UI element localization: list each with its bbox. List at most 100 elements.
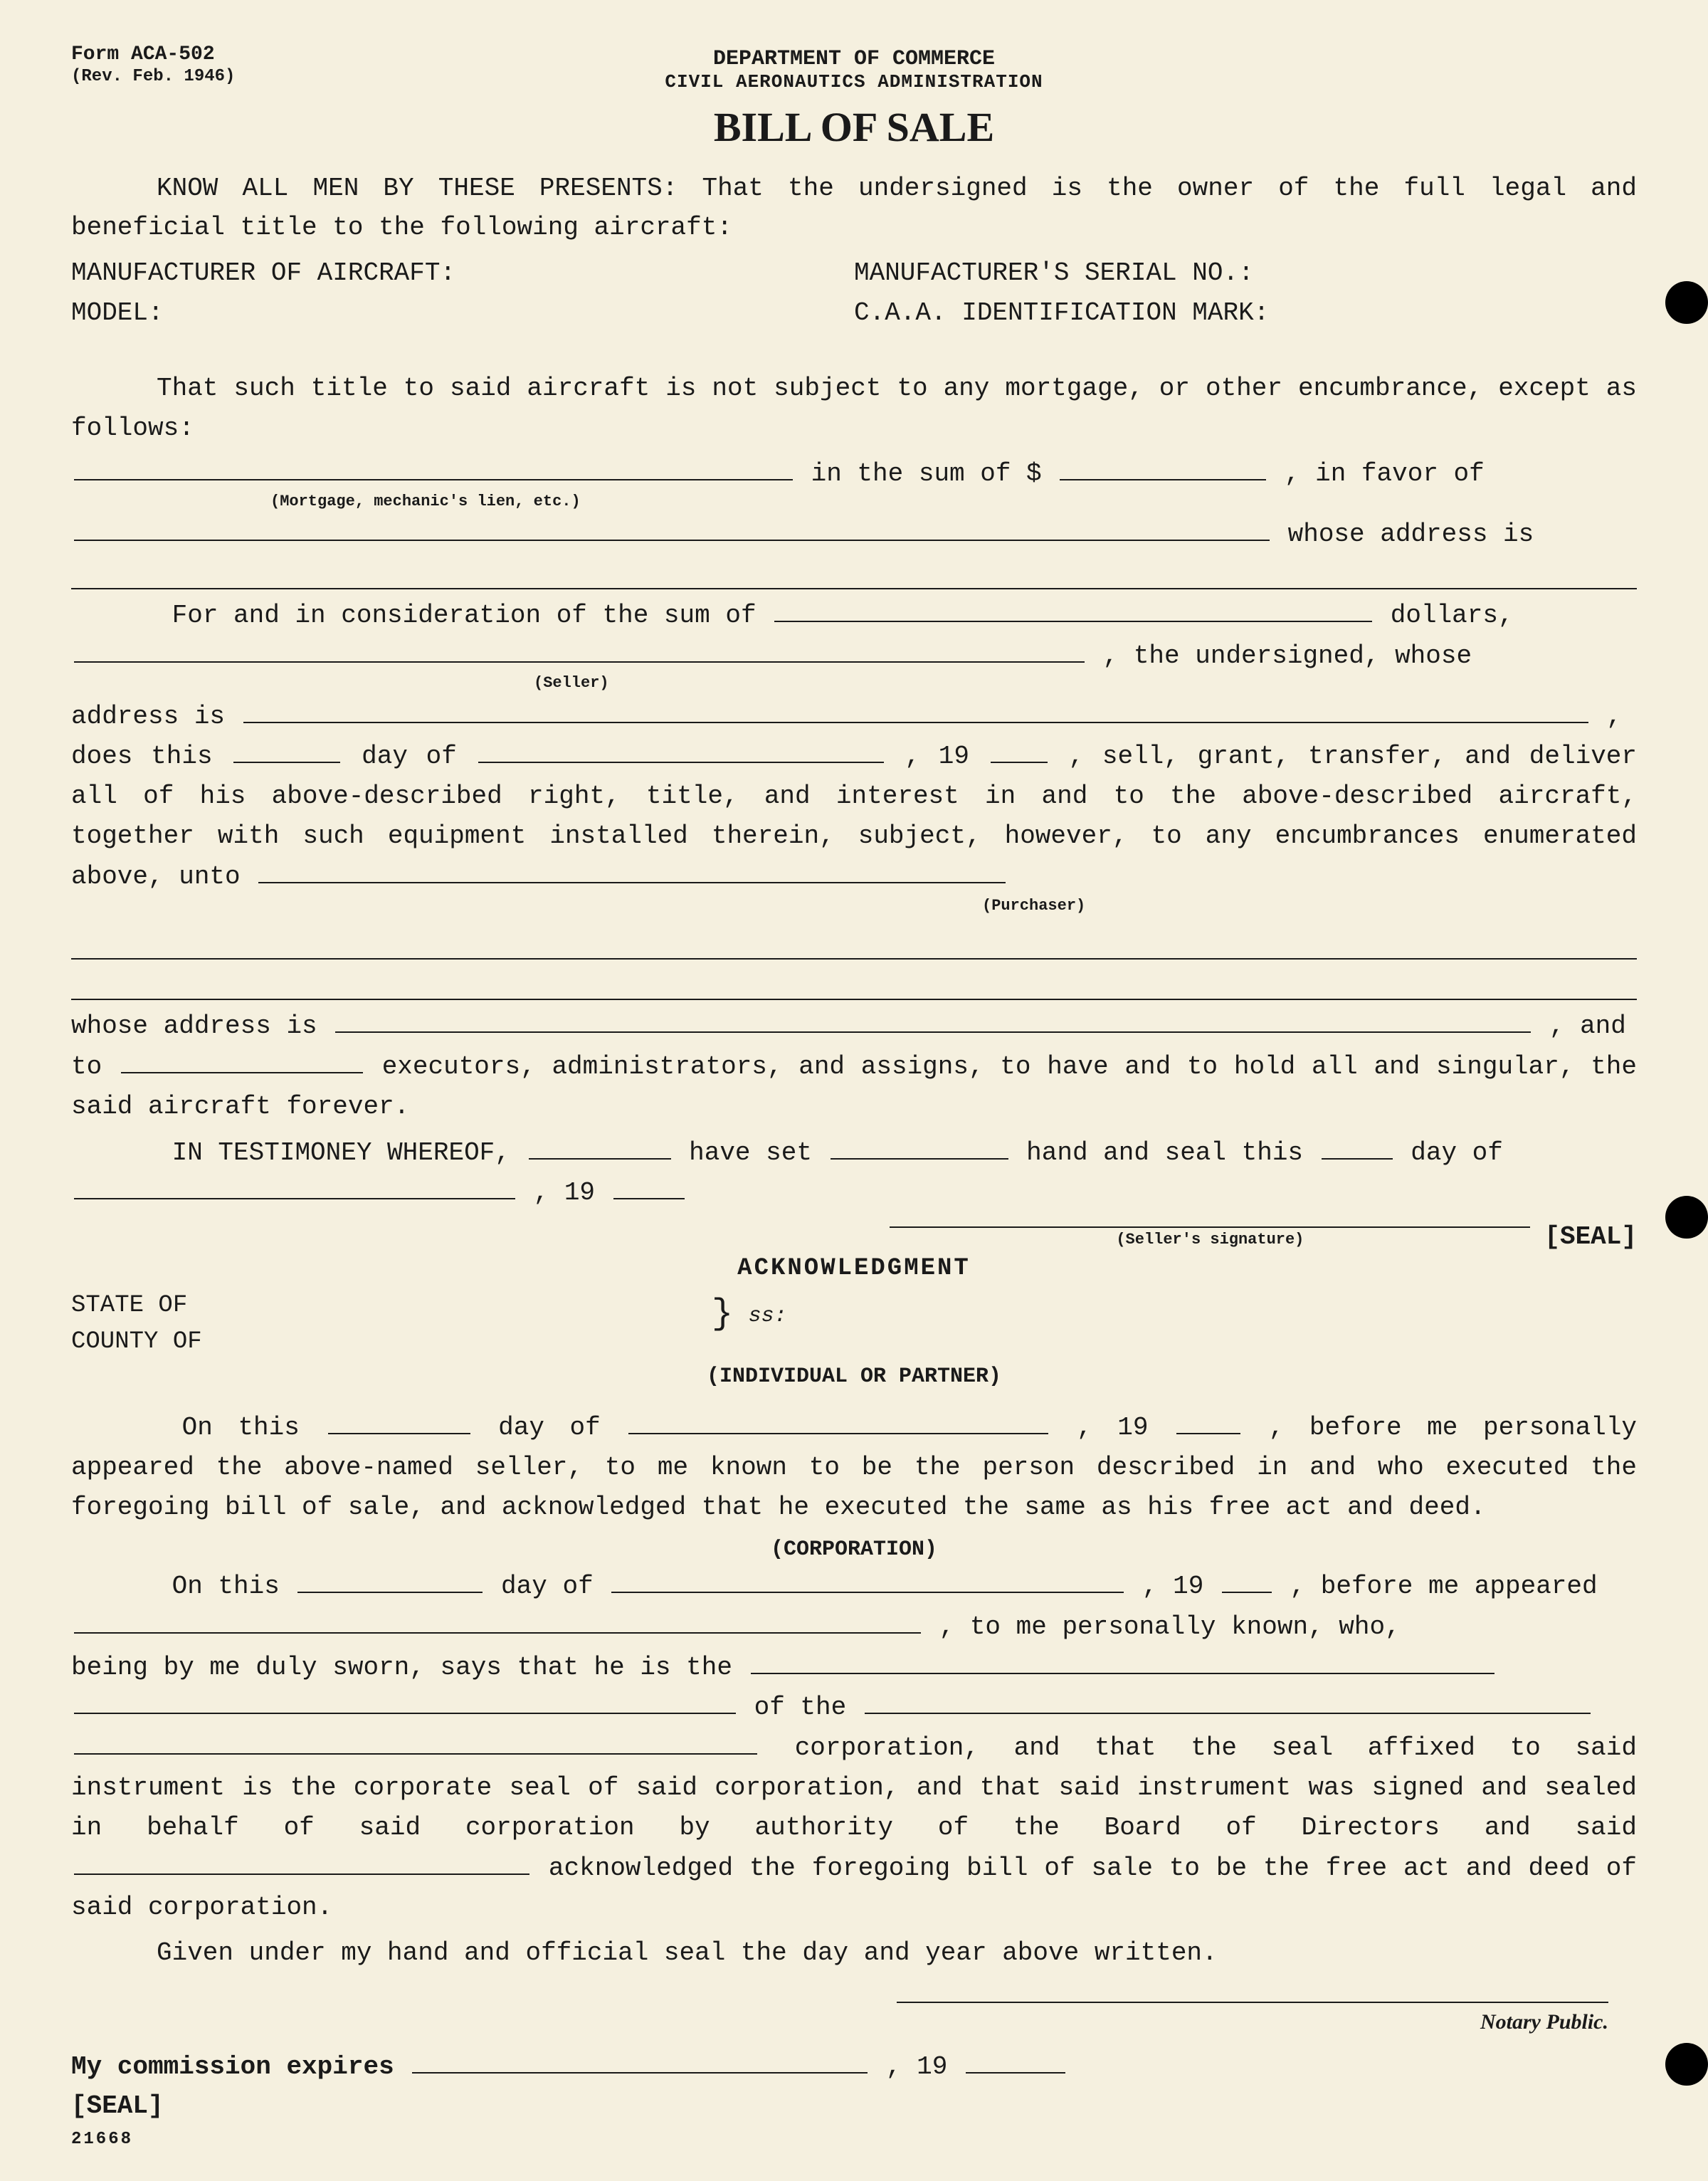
corp-personally: , to me personally known, who, (939, 1612, 1401, 1641)
corp-day-of: day of (501, 1572, 594, 1601)
to-blank (121, 1046, 363, 1073)
corp-line3: being by me duly sworn, says that he is … (71, 1647, 1637, 1688)
caa-label: C.A.A. IDENTIFICATION MARK: (854, 293, 1637, 333)
corp-on-this: On this (172, 1572, 295, 1601)
individual-label: (INDIVIDUAL OR PARTNER) (71, 1360, 1637, 1394)
testimony-blank2 (831, 1132, 1008, 1160)
notary-signature-block: Notary Public. (897, 2002, 1608, 2039)
consideration-line: For and in consideration of the sum of d… (71, 595, 1637, 636)
commission-blank (412, 2046, 868, 2074)
ind-day-of: day of (498, 1413, 626, 1442)
intro-paragraph: KNOW ALL MEN BY THESE PRESENTS: That the… (71, 169, 1637, 248)
aircraft-info-row1: MANUFACTURER OF AIRCRAFT: MANUFACTURER'S… (71, 253, 1637, 293)
seller-signature-label: (Seller's signature) (890, 1228, 1530, 1252)
individual-paragraph: On this day of , 19 , before me personal… (71, 1407, 1637, 1527)
sum-blank (1060, 453, 1266, 480)
manufacturer-label: MANUFACTURER OF AIRCRAFT: (71, 253, 854, 293)
document-title: BILL OF SALE (71, 103, 1637, 151)
document-page: Form ACA-502 (Rev. Feb. 1946) DEPARTMENT… (0, 0, 1708, 2181)
footer-seal: [SEAL] (71, 2086, 1637, 2126)
corp-day-blank (297, 1566, 483, 1593)
ss-text: ss: (749, 1304, 787, 1328)
ind-month-blank (628, 1407, 1048, 1434)
corp-seal-paragraph: corporation, and that the seal affixed t… (71, 1728, 1637, 1928)
seller-blank (74, 636, 1085, 663)
corp-year: , 19 (1142, 1572, 1203, 1601)
encumbrance-text: That such title to said aircraft is not … (71, 369, 1637, 448)
body-content: KNOW ALL MEN BY THESE PRESENTS: That the… (71, 169, 1637, 2153)
commission-text: My commission expires (71, 2052, 409, 2081)
address-blank (243, 696, 1588, 723)
corp-name-blank (74, 1607, 921, 1634)
corporation-label: (CORPORATION) (71, 1533, 1637, 1567)
state-county-block: STATE OF COUNTY OF (71, 1288, 712, 1360)
corp-month-blank (611, 1566, 1124, 1593)
serial-label: MANUFACTURER'S SERIAL NO.: (854, 253, 1637, 293)
purchaser-line2 (71, 925, 1637, 960)
year-blank (991, 736, 1048, 763)
testimony-month-blank (74, 1172, 515, 1199)
undersigned-text: , the undersigned, whose (1103, 641, 1472, 671)
ind-day-blank (328, 1407, 470, 1434)
year2: , 19 (534, 1178, 595, 1207)
corp-line2: , to me personally known, who, (71, 1607, 1637, 1647)
footer-form-number: 21668 (71, 2126, 1637, 2153)
to-text: to (71, 1052, 102, 1081)
department-name: DEPARTMENT OF COMMERCE (71, 47, 1637, 71)
state-county-row: STATE OF COUNTY OF } ss: (71, 1288, 1637, 1360)
county-label: COUNTY OF (71, 1324, 712, 1360)
day-of: day of (362, 742, 475, 771)
corp-name-blank2 (74, 1728, 757, 1755)
and-text: , and (1549, 1011, 1626, 1041)
ss-block: } ss: (712, 1295, 787, 1335)
favor-address-line: whose address is (71, 514, 1637, 555)
sum-prefix: in the sum of $ (811, 459, 1042, 488)
address-suffix: whose address is (1288, 520, 1534, 549)
transfer-paragraph: does this day of , 19 , sell, grant, tra… (71, 736, 1637, 896)
given-paragraph: Given under my hand and official seal th… (71, 1933, 1637, 1973)
testimony-year-blank (613, 1172, 685, 1199)
notary-label: Notary Public. (897, 2006, 1608, 2039)
corp-director-blank (74, 1848, 529, 1875)
whose-address: whose address is (71, 1011, 332, 1041)
aircraft-info-row2: MODEL: C.A.A. IDENTIFICATION MARK: (71, 293, 1637, 333)
brace-icon: } (712, 1305, 733, 1323)
testimony-blank1 (529, 1132, 671, 1160)
purchaser-blank (258, 856, 1006, 883)
commission-year: , 19 (886, 2052, 947, 2081)
ind-on-this: On this (182, 1413, 300, 1442)
purchaser-address-line: whose address is , and (71, 1006, 1637, 1046)
year-sell: , 19 (905, 742, 969, 771)
dollars-text: dollars, (1391, 601, 1514, 630)
state-label: STATE OF (71, 1288, 712, 1324)
address-prefix: address is (71, 702, 241, 731)
commission-year-blank (966, 2046, 1065, 2074)
seller-line: , the undersigned, whose (71, 636, 1637, 676)
testimony-day-blank (1322, 1132, 1393, 1160)
corp-line1: On this day of , 19 , before me appeared (71, 1566, 1637, 1607)
corp-sworn: being by me duly sworn, says that he is … (71, 1653, 732, 1682)
executors-paragraph: to executors, administrators, and assign… (71, 1046, 1637, 1127)
favor-blank (74, 514, 1270, 541)
acknowledgment-title: ACKNOWLEDGMENT (71, 1250, 1637, 1288)
seller-address-line: address is , (71, 696, 1637, 737)
purchaser-sublabel: (Purchaser) (71, 894, 1637, 918)
corp-year-blank (1222, 1566, 1272, 1593)
consideration-prefix: For and in consideration of the sum of (172, 601, 772, 630)
day-of2: day of (1411, 1138, 1503, 1167)
day-blank (233, 736, 340, 763)
corp-of-blank1 (74, 1687, 736, 1714)
subdepartment-name: CIVIL AERONAUTICS ADMINISTRATION (71, 71, 1637, 93)
corp-of-blank2 (865, 1687, 1591, 1714)
commission-line: My commission expires , 19 (71, 2046, 1637, 2087)
ind-year: , 19 (1077, 1413, 1148, 1442)
month-blank (478, 736, 884, 763)
ind-year-blank (1176, 1407, 1240, 1434)
purchaser-line3 (71, 965, 1637, 1000)
address-blank-line (71, 555, 1637, 589)
testimony-text: IN TESTIMONEY WHEREOF, (172, 1138, 526, 1167)
favor-suffix: , in favor of (1285, 459, 1485, 488)
corp-line4: of the (71, 1687, 1637, 1728)
mortgage-line: in the sum of $ , in favor of (71, 453, 1637, 494)
model-label: MODEL: (71, 293, 854, 333)
